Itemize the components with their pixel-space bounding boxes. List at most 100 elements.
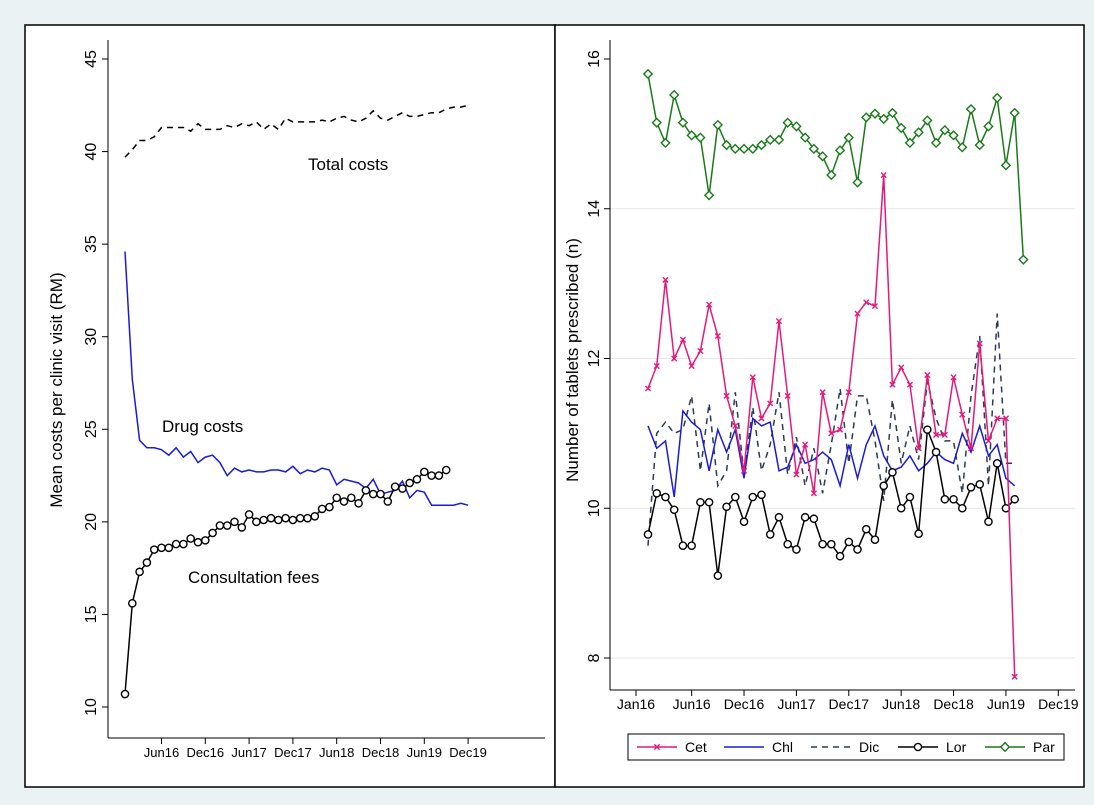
series-par-point-37 [965,103,977,115]
drug-costs-line [124,251,469,506]
series-cet-point-32 [924,371,931,379]
consultation-fees-point-6 [164,543,174,553]
series-cet-point-20 [819,389,826,396]
series-cet-point-7 [706,301,713,308]
series-lor-point-20 [818,539,827,549]
series-lor-point-0 [643,530,653,539]
series-par-point-40 [992,92,1003,104]
series-lor-point-19 [809,514,819,524]
series-par-point-17 [791,121,802,132]
series-par-point-26 [869,108,881,119]
series-par-point-4 [677,117,689,128]
series-lor-point-2 [661,492,670,502]
series-par-point-33 [930,137,942,149]
series-cet-point-30 [906,381,913,388]
series-par-point-25 [861,112,872,123]
series-par-point-24 [852,177,863,188]
series-cet-point-26 [871,302,879,310]
series-par-point-38 [974,139,985,151]
series-cet-point-3 [671,355,678,362]
series-lor-point-15 [774,512,784,522]
left-x-tick-label: Dec17 [274,745,312,760]
consultation-fees-point-34 [368,489,378,499]
series-cet-point-17 [793,471,800,478]
series-lor-point-18 [800,512,810,522]
consultation-fees-point-33 [361,486,371,495]
legend-label-dic: Dic [859,739,879,755]
series-cet-point-9 [723,392,730,400]
left-y-tick-label: 30 [83,328,100,346]
series-cet-point-25 [863,299,870,306]
right-x-tick-label: Jun16 [673,696,711,712]
series-cet-point-16 [784,392,791,400]
consultation-fees-point-32 [354,499,363,508]
series-lor-point-33 [931,447,941,457]
series-cet-point-42 [1011,673,1018,680]
consultation-fees-point-15 [230,517,239,527]
left-y-tick-label: 45 [83,50,100,68]
series-lor-point-3 [669,505,679,515]
series-lor-point-34 [940,494,950,504]
consultation-fees-point-12 [208,528,217,538]
series-cet-point-13 [758,415,765,422]
series-lor-point-14 [765,530,775,539]
series-lor-point-32 [923,425,932,434]
right-x-tick-label: Dec18 [933,696,974,712]
series-par-point-28 [887,107,898,119]
series-cet-point-40 [994,415,1001,422]
series-lor-point-1 [652,488,662,498]
left-y-axis-label: Mean costs per clinic visit (RM) [47,272,66,507]
series-par-point-18 [799,132,811,143]
series-lor-point-28 [888,468,897,477]
series-cet-point-39 [985,437,992,444]
series-lor-point-25 [861,524,871,534]
consultation-fees-point-40 [412,474,422,484]
right-x-tick-label: Jun17 [777,696,815,712]
series-cet-point-10 [732,422,739,429]
series-lor-point-10 [731,492,740,502]
series-par-point-23 [843,132,854,143]
series-par-point-9 [721,139,732,151]
series-lor-point-31 [914,529,923,539]
right-x-tick-label: Jun19 [987,696,1025,712]
consultation-fees-point-14 [222,521,232,530]
series-lor-point-16 [783,539,792,549]
series-lor-point-40 [992,459,1002,468]
series-par-point-20 [817,151,828,162]
right-panel [554,24,1085,788]
consultation-fees-point-42 [427,471,436,480]
consultation-fees-point-27 [317,504,327,514]
series-par-point-19 [808,143,820,155]
series-par-point-2 [660,137,671,149]
left-y-tick-label: 10 [83,698,100,716]
series-par-point-35 [948,130,959,141]
left-x-tick-label: Dec19 [449,745,487,760]
consultation-fees-point-41 [419,467,429,477]
right-y-tick-label: 10 [586,499,603,517]
series-par-point-13 [756,139,767,151]
consultation-fees-point-19 [259,515,269,525]
series-lor-point-29 [896,503,906,513]
left-y-tick-label: 15 [83,605,100,623]
series-par-point-15 [773,134,785,146]
right-x-tick-label: Dec16 [724,696,765,712]
series-cet-point-8 [714,332,721,340]
series-lor-point-5 [687,541,696,550]
series-lor-point-7 [704,497,714,507]
series-cet-point-5 [688,362,695,370]
consultation-fees-point-29 [332,493,342,503]
right-x-tick-label: Dec17 [829,696,870,712]
consultation-fees-point-11 [200,536,210,545]
consultation-fees-point-44 [441,465,451,475]
left-x-tick-label: Jun18 [319,745,354,760]
series-par-point-31 [913,127,924,138]
legend-label-par: Par [1033,739,1055,755]
series-lor-point-22 [835,551,845,561]
series-par-point-34 [939,124,951,136]
right-x-tick-label: Jun18 [882,696,920,712]
consultation-fees-point-24 [295,513,305,523]
consultation-fees-point-37 [390,482,400,491]
series-par-point-30 [904,137,916,149]
series-par-point-11 [738,143,750,155]
consultation-fees-point-3 [142,558,152,567]
